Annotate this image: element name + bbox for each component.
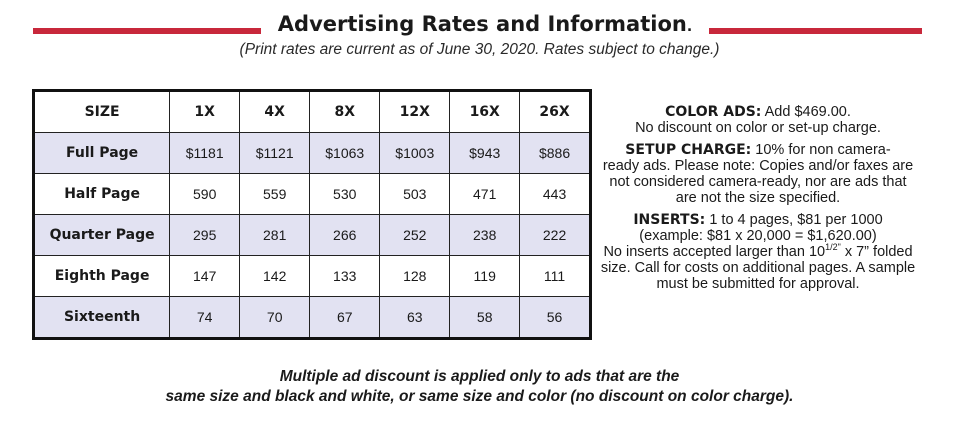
rate-cell: $1121	[239, 132, 311, 174]
rate-cell: 281	[239, 214, 311, 256]
rate-cell: 142	[239, 255, 311, 297]
rate-cell: 70	[239, 296, 311, 339]
inserts-line4: size. Call for costs on additional pages…	[600, 260, 916, 276]
page-title: Advertising Rates and Information.	[0, 12, 959, 36]
column-header-8x: 8X	[309, 90, 381, 133]
inserts-line3b: x 7” folded	[840, 244, 913, 260]
discount-note: Multiple ad discount is applied only to …	[0, 367, 959, 407]
column-header-size: SIZE	[32, 90, 171, 133]
rate-cell: 128	[379, 255, 451, 297]
inserts-line2: (example: $81 x 20,000 = $1,620.00)	[639, 228, 877, 244]
color-ads-line2: No discount on color or set-up charge.	[635, 120, 881, 136]
discount-note-line2: same size and black and white, or same s…	[165, 388, 794, 405]
rates-table: SIZE 1X 4X 8X 12X 16X 26X Full Page $118…	[32, 89, 592, 340]
rate-cell: 58	[449, 296, 521, 339]
column-header-4x: 4X	[239, 90, 311, 133]
rate-cell: 238	[449, 214, 521, 256]
table-row-quarter-page: Quarter Page 295 281 266 252 238 222	[32, 214, 591, 256]
row-label-eighth-page: Eighth Page	[32, 255, 171, 297]
discount-note-line1: Multiple ad discount is applied only to …	[279, 368, 680, 385]
rate-cell: 471	[449, 173, 521, 215]
rate-cell: 63	[379, 296, 451, 339]
setup-charge-label: SETUP CHARGE:	[625, 142, 752, 158]
rate-cell: 443	[519, 173, 591, 215]
page-title-period: .	[686, 19, 693, 35]
table-row-sixteenth: Sixteenth 74 70 67 63 58 56	[32, 296, 591, 339]
color-ads-label: COLOR ADS:	[665, 104, 762, 120]
table-row-full-page: Full Page $1181 $1121 $1063 $1003 $943 $…	[32, 132, 591, 174]
table-row-eighth-page: Eighth Page 147 142 133 128 119 111	[32, 255, 591, 297]
color-ads-section: COLOR ADS: Add $469.00. No discount on c…	[597, 104, 919, 136]
column-header-26x: 26X	[519, 90, 591, 133]
header-rule-left	[33, 28, 261, 34]
rate-cell: 147	[169, 255, 241, 297]
color-ads-line1: Add $469.00.	[764, 104, 851, 120]
column-header-1x: 1X	[169, 90, 241, 133]
setup-charge-line3: not considered camera-ready, nor are ads…	[609, 174, 907, 190]
inserts-label: INSERTS:	[633, 212, 706, 228]
rate-cell: 503	[379, 173, 451, 215]
rate-cell: 222	[519, 214, 591, 256]
row-label-half-page: Half Page	[32, 173, 171, 215]
info-panel: COLOR ADS: Add $469.00. No discount on c…	[597, 104, 919, 298]
row-label-full-page: Full Page	[32, 132, 171, 174]
rate-cell: $943	[449, 132, 521, 174]
inserts-line3-superscript: 1/2"	[825, 242, 841, 253]
rate-cell: 133	[309, 255, 381, 297]
column-header-16x: 16X	[449, 90, 521, 133]
rate-cell: $1003	[379, 132, 451, 174]
rate-cell: 252	[379, 214, 451, 256]
rate-cell: $1063	[309, 132, 381, 174]
column-header-12x: 12X	[379, 90, 451, 133]
rate-cell: 74	[169, 296, 241, 339]
setup-charge-line2: ready ads. Please note: Copies and/or fa…	[602, 158, 914, 174]
rates-table-header-row: SIZE 1X 4X 8X 12X 16X 26X	[32, 90, 591, 133]
inserts-line1: 1 to 4 pages, $81 per 1000	[709, 212, 883, 228]
rate-cell: 590	[169, 173, 241, 215]
rate-cell: 111	[519, 255, 591, 297]
header-rule-right	[709, 28, 922, 34]
inserts-line5: must be submitted for approval.	[656, 276, 860, 292]
setup-charge-line1: 10% for non camera-	[755, 142, 891, 158]
rate-cell: $1181	[169, 132, 241, 174]
table-row-half-page: Half Page 590 559 530 503 471 443	[32, 173, 591, 215]
rate-cell: 530	[309, 173, 381, 215]
rate-cell: 56	[519, 296, 591, 339]
rate-cell: $886	[519, 132, 591, 174]
rate-cell: 67	[309, 296, 381, 339]
page-subtitle: (Print rates are current as of June 30, …	[239, 41, 720, 58]
rate-cell: 119	[449, 255, 521, 297]
inserts-section: INSERTS: 1 to 4 pages, $81 per 1000 (exa…	[597, 212, 919, 292]
inserts-line3a: No inserts accepted larger than 10	[603, 244, 826, 260]
page-title-text: Advertising Rates and Information	[277, 12, 687, 36]
rate-cell: 266	[309, 214, 381, 256]
row-label-quarter-page: Quarter Page	[32, 214, 171, 256]
setup-charge-section: SETUP CHARGE: 10% for non camera- ready …	[597, 142, 919, 206]
setup-charge-line4: are not the size specified.	[675, 190, 841, 206]
rate-cell: 295	[169, 214, 241, 256]
rate-cell: 559	[239, 173, 311, 215]
row-label-sixteenth: Sixteenth	[32, 296, 171, 339]
